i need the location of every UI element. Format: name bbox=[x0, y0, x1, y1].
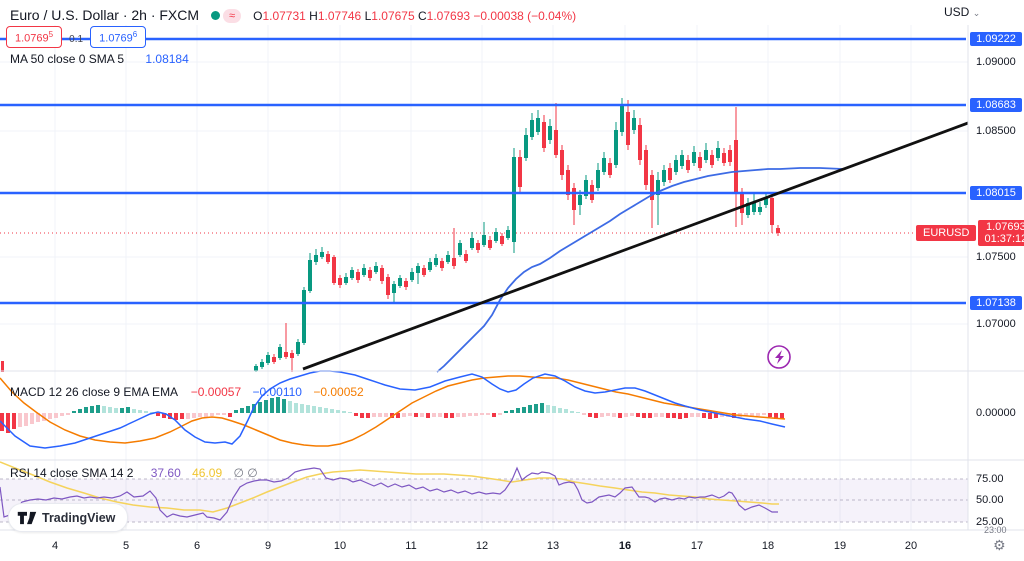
rsi-line bbox=[0, 466, 778, 521]
time-axis-label: 6 bbox=[193, 540, 201, 552]
macd-line-value: −0.00110 bbox=[252, 385, 302, 399]
clipped-candle-marker bbox=[1, 361, 4, 372]
macd-indicator-row[interactable]: MACD 12 26 close 9 EMA EMA −0.00057 −0.0… bbox=[10, 385, 364, 399]
rsi-sma-value: 46.09 bbox=[192, 466, 223, 480]
rsi-empty-values: ∅ ∅ bbox=[233, 466, 258, 480]
approx-data-icon: ≈ bbox=[223, 9, 242, 24]
gear-icon[interactable]: ⚙ bbox=[993, 537, 1006, 553]
last-price-value: 1.07693 01:37:12 bbox=[978, 220, 1024, 246]
rsi-layer bbox=[0, 461, 779, 521]
close-value: 1.07693 bbox=[426, 9, 471, 23]
price-level-badge: 1.08015 bbox=[970, 186, 1022, 200]
price-axis-label: 25.00 bbox=[976, 516, 1004, 528]
time-axis-label: 4 bbox=[51, 540, 59, 552]
price-axis-label: 50.00 bbox=[976, 494, 1004, 506]
market-status-icon bbox=[211, 10, 221, 20]
time-axis-label: 13 bbox=[546, 540, 560, 552]
last-price-badge: EURUSD 1.07693 01:37:12 bbox=[916, 220, 1024, 246]
macd-layer bbox=[0, 370, 786, 449]
price-level-badge: 1.08683 bbox=[970, 98, 1022, 112]
bid-ask-widget: 1.07695 0.1 1.07696 bbox=[6, 26, 147, 48]
ma-indicator-row[interactable]: MA 50 close 0 SMA 5 1.08184 bbox=[10, 52, 189, 66]
symbol-header: Euro / U.S. Dollar · 2h · FXCM ≈ O1.07731 … bbox=[10, 7, 577, 24]
time-axis-label: 5 bbox=[122, 540, 130, 552]
macd-signal-value: −0.00052 bbox=[313, 385, 364, 399]
ma-value: 1.08184 bbox=[145, 52, 189, 66]
tradingview-logo-icon bbox=[17, 511, 37, 524]
rsi-label: RSI 14 close SMA 14 2 bbox=[10, 466, 134, 480]
ma50-line bbox=[436, 167, 844, 373]
macd-histogram-value: −0.00057 bbox=[190, 385, 242, 399]
ma-label: MA 50 close 0 SMA 5 bbox=[10, 52, 125, 66]
macd-label: MACD 12 26 close 9 EMA EMA bbox=[10, 385, 178, 399]
trendline[interactable] bbox=[302, 121, 969, 371]
macd-line bbox=[0, 370, 786, 449]
rsi-sma-line bbox=[0, 461, 779, 513]
price-level-badge: 1.07138 bbox=[970, 296, 1022, 310]
price-axis-label: 75.00 bbox=[976, 473, 1004, 485]
price-level-badge: 1.09222 bbox=[970, 32, 1022, 46]
sell-button[interactable]: 1.07695 bbox=[6, 26, 63, 48]
high-value: 1.07746 bbox=[317, 9, 362, 23]
currency-selector[interactable]: USD ⌄ bbox=[944, 5, 981, 19]
time-axis-label: 18 bbox=[761, 540, 775, 552]
last-price-symbol: EURUSD bbox=[916, 225, 977, 241]
rsi-indicator-row[interactable]: RSI 14 close SMA 14 2 37.60 46.09 ∅ ∅ bbox=[10, 466, 258, 480]
rsi-value: 37.60 bbox=[150, 466, 181, 480]
time-axis-label: 16 bbox=[618, 540, 632, 552]
time-axis-label: 9 bbox=[264, 540, 272, 552]
price-axis-label: 1.08500 bbox=[976, 125, 1016, 137]
spread-value: 0.1 bbox=[69, 33, 84, 45]
tradingview-logo[interactable]: TradingView bbox=[8, 503, 129, 532]
time-axis-label: 19 bbox=[833, 540, 847, 552]
grid-layer bbox=[0, 25, 968, 530]
ohlc-values: O1.07731 H1.07746 L1.07675 C1.07693 −0.0… bbox=[253, 9, 577, 23]
rsi-band-layer bbox=[0, 478, 968, 523]
lightning-button[interactable] bbox=[767, 345, 791, 369]
time-axis-clock: 23:00 bbox=[984, 525, 1007, 535]
price-axis-label: 1.07000 bbox=[976, 318, 1016, 330]
change-value: −0.00038 (−0.04%) bbox=[473, 9, 577, 23]
low-value: 1.07675 bbox=[371, 9, 415, 23]
macd-signal-line bbox=[0, 375, 786, 447]
price-axis-label: 0.00000 bbox=[976, 407, 1016, 419]
open-value: 1.07731 bbox=[262, 9, 306, 23]
candles-layer bbox=[254, 98, 780, 372]
price-axis-label: 1.09000 bbox=[976, 56, 1016, 68]
time-axis-label: 12 bbox=[475, 540, 489, 552]
chevron-down-icon: ⌄ bbox=[972, 8, 981, 18]
time-axis-label: 10 bbox=[333, 540, 347, 552]
price-levels-layer[interactable] bbox=[0, 37, 966, 305]
symbol-title[interactable]: Euro / U.S. Dollar · 2h · FXCM bbox=[10, 7, 200, 23]
price-axis-label: 1.07500 bbox=[976, 251, 1016, 263]
time-axis-label: 20 bbox=[904, 540, 918, 552]
buy-button[interactable]: 1.07696 bbox=[90, 26, 147, 48]
time-axis-label: 11 bbox=[405, 540, 417, 552]
pane-separators[interactable] bbox=[0, 25, 1024, 531]
lightning-icon bbox=[775, 350, 784, 364]
time-axis-label: 17 bbox=[690, 540, 704, 552]
